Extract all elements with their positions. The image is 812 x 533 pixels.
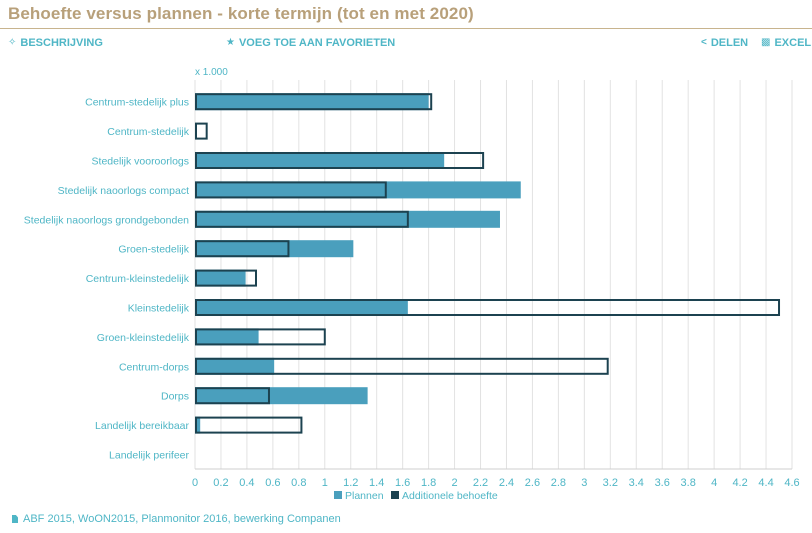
x-tick-label: 2.8 <box>551 477 566 489</box>
excel-button[interactable]: ▩ EXCEL <box>761 37 811 49</box>
category-label: Centrum-dorps <box>119 361 189 373</box>
legend-swatch-plannen <box>334 491 342 499</box>
x-tick-label: 1.6 <box>395 477 410 489</box>
category-label: Landelijk bereikbaar <box>95 420 189 432</box>
x-tick-label: 1 <box>322 477 328 489</box>
x-tick-label: 2 <box>452 477 458 489</box>
title-divider <box>0 28 812 29</box>
x-tick-label: 3.8 <box>681 477 696 489</box>
category-label: Groen-kleinstedelijk <box>97 332 190 344</box>
description-button[interactable]: ✧ BESCHRIJVING <box>8 37 103 49</box>
category-label: Centrum-stedelijk <box>107 126 189 138</box>
bar-plannen <box>195 240 354 258</box>
bar-plannen <box>195 299 408 316</box>
bar-plannen <box>195 210 500 228</box>
x-tick-label: 4.6 <box>784 477 799 489</box>
expand-icon: ✧ <box>8 37 17 48</box>
share-icon: < <box>701 37 707 48</box>
bar-additionele-behoefte <box>195 240 290 258</box>
x-tick-label: 0.4 <box>239 477 254 489</box>
category-label: Dorps <box>161 391 189 403</box>
bar-additionele-behoefte <box>195 299 781 316</box>
bar-additionele-behoefte <box>195 210 409 228</box>
x-tick-label: 4.2 <box>732 477 747 489</box>
category-label: Stedelijk vooroorlogs <box>92 156 189 168</box>
toolbar: ✧ BESCHRIJVING ★ VOEG TOE AAN FAVORIETEN… <box>0 37 812 51</box>
legend-label-plannen: Plannen <box>345 490 384 502</box>
bar-additionele-behoefte <box>195 328 326 346</box>
x-tick-label: 0 <box>192 477 198 489</box>
category-label: Centrum-kleinstedelijk <box>86 273 190 285</box>
x-tick-label: 1.2 <box>343 477 358 489</box>
x-tick-label: 3.6 <box>655 477 670 489</box>
x-tick-label: 3.2 <box>603 477 618 489</box>
bar-plannen <box>195 269 246 287</box>
x-tick-label: 0.6 <box>265 477 280 489</box>
x-tick-label: 2.6 <box>525 477 540 489</box>
bar-additionele-behoefte <box>195 93 433 111</box>
bar-additionele-behoefte <box>195 152 485 169</box>
x-tick-label: 3 <box>581 477 587 489</box>
category-label: Landelijk perifeer <box>109 450 189 462</box>
legend-label-additionele: Additionele behoefte <box>402 490 498 502</box>
category-label: Groen-stedelijk <box>118 244 189 256</box>
bar-plannen <box>195 152 445 169</box>
excel-label: EXCEL <box>774 37 812 49</box>
x-tick-label: 4.4 <box>758 477 773 489</box>
document-icon <box>12 515 18 523</box>
x-tick-label: 1.4 <box>369 477 384 489</box>
x-tick-label: 2.2 <box>473 477 488 489</box>
favorite-button[interactable]: ★ VOEG TOE AAN FAVORIETEN <box>226 37 395 49</box>
category-label: Centrum-stedelijk plus <box>85 97 189 109</box>
bar-additionele-behoefte <box>195 387 270 405</box>
x-tick-label: 0.2 <box>213 477 228 489</box>
share-label: DELEN <box>710 37 749 49</box>
x-tick-label: 1.8 <box>421 477 436 489</box>
x-tick-label: 3.4 <box>629 477 644 489</box>
bar-additionele-behoefte <box>195 269 257 287</box>
bar-plannen <box>195 93 429 111</box>
legend-swatch-additionele <box>391 491 399 499</box>
star-icon: ★ <box>226 37 235 48</box>
bar-plannen <box>195 387 368 405</box>
bar-plannen <box>195 181 521 199</box>
bar-plannen <box>195 416 201 434</box>
x-tick-label: 0.8 <box>291 477 306 489</box>
x-tick-label: 4 <box>711 477 717 489</box>
favorite-label: VOEG TOE AAN FAVORIETEN <box>238 37 396 49</box>
source-text: ABF 2015, WoON2015, Planmonitor 2016, be… <box>23 513 341 525</box>
bar-additionele-behoefte <box>195 357 609 375</box>
bar-additionele-behoefte <box>195 122 208 140</box>
source-note: ABF 2015, WoON2015, Planmonitor 2016, be… <box>12 513 341 525</box>
excel-icon: ▩ <box>761 37 771 48</box>
bar-plannen <box>195 328 259 346</box>
description-label: BESCHRIJVING <box>20 37 103 49</box>
x-tick-label: 2.4 <box>499 477 514 489</box>
share-button[interactable]: < DELEN <box>701 37 748 49</box>
bar-additionele-behoefte <box>195 416 303 434</box>
category-label: Stedelijk naoorlogs grondgebonden <box>24 214 189 226</box>
bar-additionele-behoefte <box>195 181 387 199</box>
page-title: Behoefte versus plannen - korte termijn … <box>8 4 474 23</box>
bar-plannen <box>195 357 275 375</box>
unit-label: x 1.000 <box>195 67 228 78</box>
category-label: Stedelijk naoorlogs compact <box>58 185 189 197</box>
category-label: Kleinstedelijk <box>128 303 190 315</box>
